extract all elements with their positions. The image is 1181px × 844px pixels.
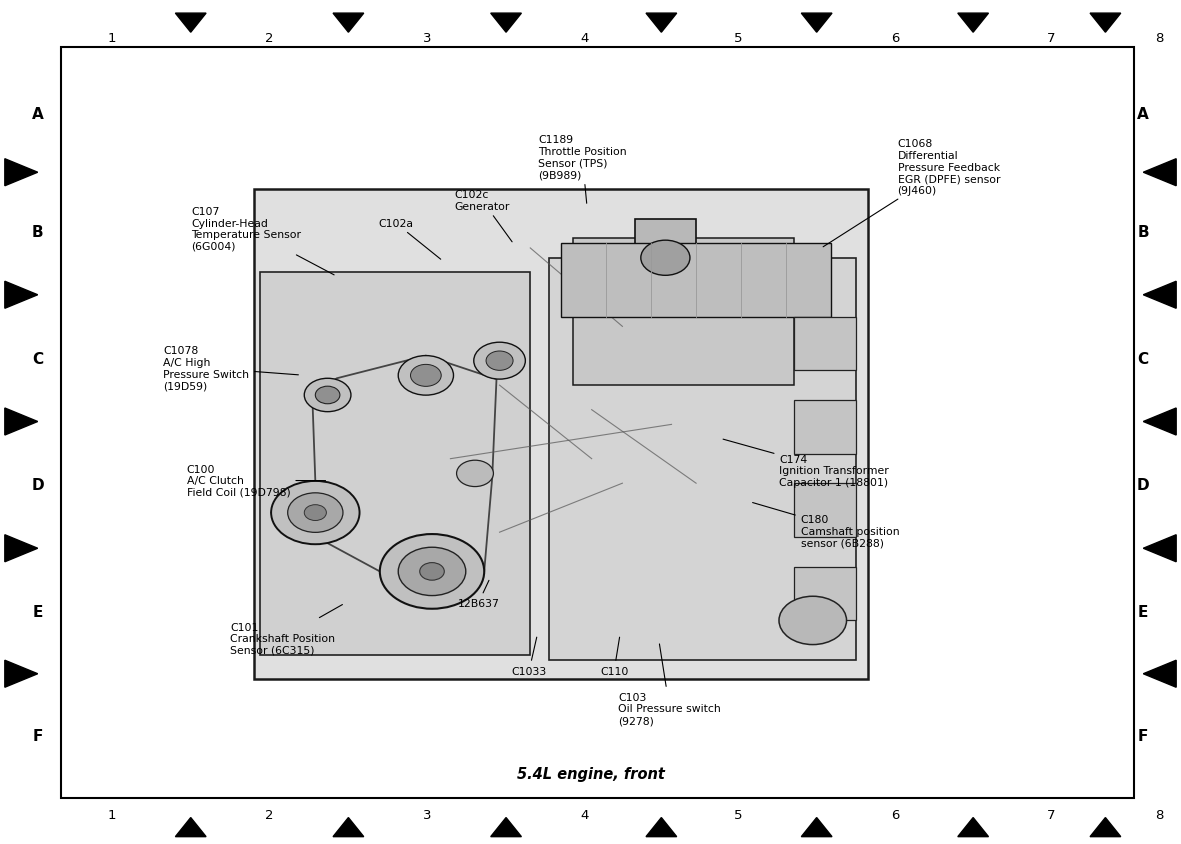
Polygon shape — [646, 818, 677, 836]
Circle shape — [411, 365, 442, 387]
Polygon shape — [175, 818, 207, 836]
Circle shape — [315, 387, 340, 404]
Circle shape — [641, 241, 690, 276]
Bar — [795, 567, 856, 620]
Circle shape — [398, 356, 454, 396]
Polygon shape — [1090, 14, 1121, 33]
Text: C103
Oil Pressure switch
(9278): C103 Oil Pressure switch (9278) — [618, 644, 722, 725]
Text: 1: 1 — [107, 31, 117, 45]
Bar — [61, 48, 1134, 798]
Polygon shape — [491, 14, 522, 33]
Circle shape — [305, 505, 326, 521]
Circle shape — [288, 493, 342, 533]
Text: 6: 6 — [890, 808, 900, 821]
Text: 8: 8 — [1155, 808, 1164, 821]
Text: F: F — [33, 728, 43, 744]
Polygon shape — [333, 818, 364, 836]
Text: 2: 2 — [265, 31, 274, 45]
Polygon shape — [5, 408, 38, 436]
Polygon shape — [1143, 660, 1176, 687]
Text: D: D — [1137, 478, 1149, 493]
Polygon shape — [5, 535, 38, 562]
Text: C102a: C102a — [378, 219, 441, 260]
Polygon shape — [1143, 282, 1176, 309]
Polygon shape — [491, 818, 522, 836]
Polygon shape — [5, 660, 38, 687]
Polygon shape — [1090, 818, 1121, 836]
Bar — [795, 484, 856, 538]
Text: C102c
Generator: C102c Generator — [455, 190, 513, 242]
Polygon shape — [801, 818, 831, 836]
Circle shape — [474, 343, 526, 380]
Polygon shape — [5, 160, 38, 187]
Polygon shape — [175, 14, 207, 33]
Text: C1033: C1033 — [511, 637, 547, 676]
Text: 3: 3 — [423, 31, 432, 45]
Text: 5: 5 — [733, 31, 743, 45]
Text: F: F — [1138, 728, 1148, 744]
Text: B: B — [32, 225, 44, 240]
Text: C174
Ignition Transformer
Capacitor 1 (18801): C174 Ignition Transformer Capacitor 1 (1… — [723, 440, 889, 487]
Bar — [549, 258, 856, 660]
Bar — [260, 273, 530, 655]
Polygon shape — [5, 282, 38, 309]
Text: A: A — [1137, 106, 1149, 122]
Text: 5: 5 — [733, 808, 743, 821]
Circle shape — [305, 379, 351, 412]
Circle shape — [779, 597, 847, 645]
Text: 7: 7 — [1046, 808, 1056, 821]
Circle shape — [380, 534, 484, 609]
Text: 5.4L engine, front: 5.4L engine, front — [516, 766, 665, 782]
Text: 12B637: 12B637 — [457, 581, 500, 609]
Circle shape — [272, 481, 359, 544]
Polygon shape — [646, 14, 677, 33]
Polygon shape — [1143, 160, 1176, 187]
Text: 2: 2 — [265, 808, 274, 821]
Circle shape — [419, 563, 444, 581]
Text: E: E — [1138, 604, 1148, 619]
Text: 1: 1 — [107, 808, 117, 821]
Text: C: C — [1137, 351, 1149, 366]
Polygon shape — [801, 14, 831, 33]
Bar — [795, 400, 856, 454]
Text: 4: 4 — [580, 808, 589, 821]
Text: C1189
Throttle Position
Sensor (TPS)
(9B989): C1189 Throttle Position Sensor (TPS) (9B… — [537, 135, 627, 204]
Bar — [561, 244, 831, 317]
Polygon shape — [958, 14, 988, 33]
Text: C: C — [32, 351, 44, 366]
Text: 7: 7 — [1046, 31, 1056, 45]
Bar — [795, 317, 856, 371]
Text: E: E — [33, 604, 43, 619]
Polygon shape — [958, 818, 988, 836]
Text: 4: 4 — [580, 31, 589, 45]
Bar — [254, 190, 868, 679]
Text: A: A — [32, 106, 44, 122]
Text: C180
Camshaft position
sensor (6B288): C180 Camshaft position sensor (6B288) — [752, 503, 900, 548]
Text: B: B — [1137, 225, 1149, 240]
Text: C110: C110 — [600, 637, 628, 676]
Circle shape — [398, 548, 465, 596]
Text: C1068
Differential
Pressure Feedback
EGR (DPFE) sensor
(9J460): C1068 Differential Pressure Feedback EGR… — [823, 139, 1000, 247]
Polygon shape — [333, 14, 364, 33]
Text: 8: 8 — [1155, 31, 1164, 45]
Text: C101
Crankshaft Position
Sensor (6C315): C101 Crankshaft Position Sensor (6C315) — [230, 605, 342, 655]
Text: D: D — [32, 478, 44, 493]
Text: C107
Cylinder-Head
Temperature Sensor
(6G004): C107 Cylinder-Head Temperature Sensor (6… — [191, 207, 334, 275]
Polygon shape — [1143, 408, 1176, 436]
Text: C1078
A/C High
Pressure Switch
(19D59): C1078 A/C High Pressure Switch (19D59) — [163, 346, 299, 391]
Bar — [573, 239, 795, 386]
Circle shape — [487, 352, 513, 371]
Text: C100
A/C Clutch
Field Coil (19D798): C100 A/C Clutch Field Coil (19D798) — [187, 464, 326, 497]
Text: 6: 6 — [890, 31, 900, 45]
Circle shape — [457, 461, 494, 487]
Text: 3: 3 — [423, 808, 432, 821]
Polygon shape — [1143, 535, 1176, 562]
Bar — [634, 219, 696, 298]
